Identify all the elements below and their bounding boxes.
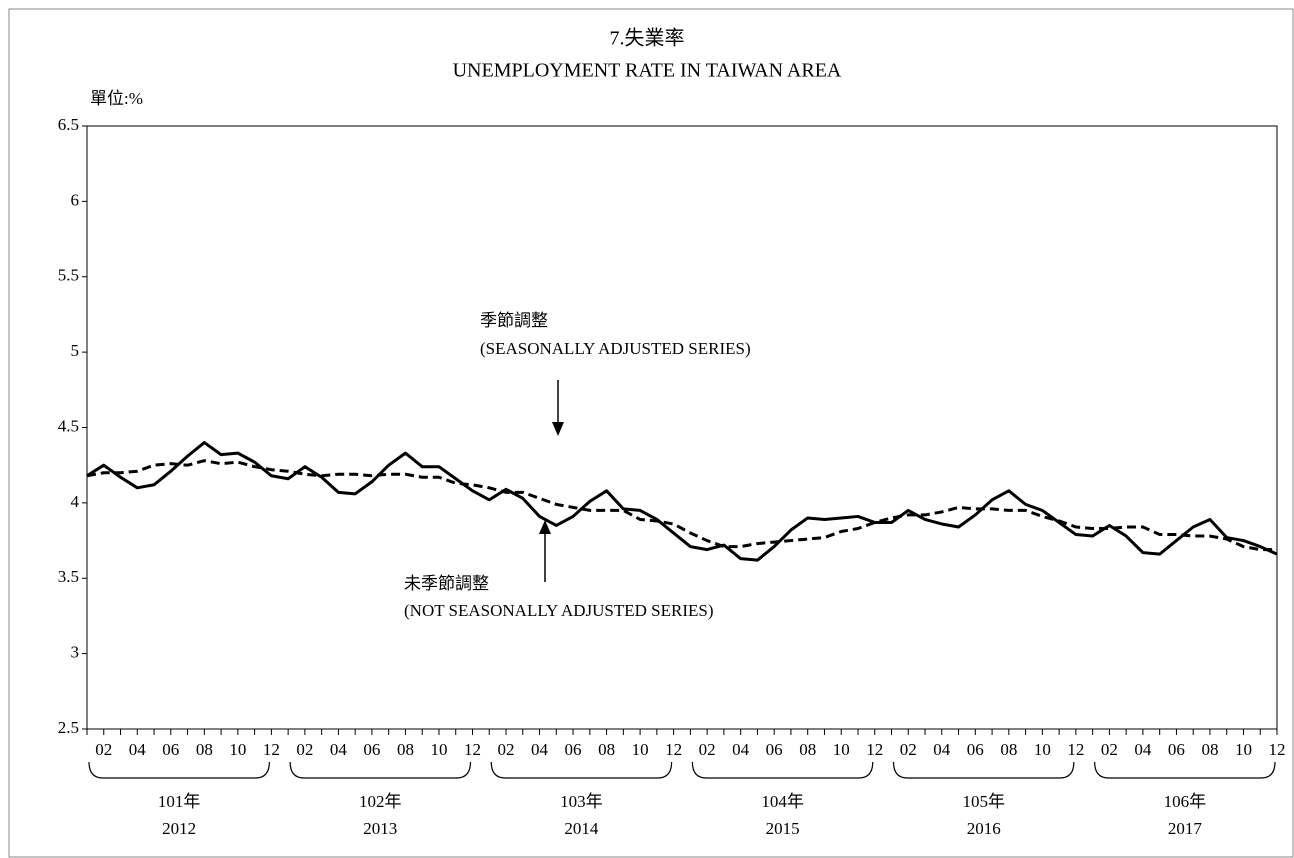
x-tick-label: 08 — [1000, 740, 1017, 759]
unit-label: 單位:% — [90, 89, 143, 108]
annotation: 季節調整 — [480, 311, 548, 330]
x-tick-label: 06 — [766, 740, 783, 759]
y-tick-label: 6 — [71, 190, 80, 209]
x-tick-label: 12 — [263, 740, 280, 759]
annotation: 未季節調整 — [404, 574, 489, 593]
x-tick-label: 12 — [464, 740, 481, 759]
x-tick-label: 08 — [598, 740, 615, 759]
x-tick-label: 08 — [397, 740, 414, 759]
x-tick-label: 08 — [196, 740, 213, 759]
x-tick-label: 10 — [833, 740, 850, 759]
plot-area — [86, 125, 1278, 730]
year-label: 105年 — [962, 792, 1005, 811]
x-tick-label: 02 — [1101, 740, 1118, 759]
x-tick-label: 10 — [430, 740, 447, 759]
y-tick-label: 4.5 — [58, 416, 79, 435]
x-tick-label: 08 — [799, 740, 816, 759]
y-tick-label: 2.5 — [58, 718, 79, 737]
chart-subtitle: UNEMPLOYMENT RATE IN TAIWAN AREA — [453, 60, 842, 82]
x-tick-label: 02 — [498, 740, 515, 759]
year-label: 102年 — [359, 792, 402, 811]
x-tick-label: 06 — [565, 740, 582, 759]
year-label: 2017 — [1168, 819, 1203, 838]
x-tick-label: 04 — [129, 740, 147, 759]
x-tick-label: 04 — [1134, 740, 1152, 759]
annotation: (SEASONALLY ADJUSTED SERIES) — [480, 339, 751, 358]
x-tick-label: 02 — [699, 740, 716, 759]
series-line — [86, 459, 1277, 552]
year-brace — [490, 761, 673, 779]
y-tick-label: 6.5 — [58, 115, 79, 134]
x-tick-label: 12 — [866, 740, 883, 759]
x-tick-label: 12 — [665, 740, 682, 759]
year-brace — [88, 761, 270, 779]
y-tick-label: 4 — [71, 492, 80, 511]
series-line — [86, 441, 1278, 562]
year-label: 104年 — [761, 792, 804, 811]
x-tick-label: 02 — [900, 740, 917, 759]
chart-title: 7.失業率 — [610, 27, 685, 50]
year-label: 101年 — [158, 792, 201, 811]
x-tick-label: 06 — [162, 740, 179, 759]
x-tick-label: 04 — [933, 740, 951, 759]
x-tick-label: 04 — [330, 740, 348, 759]
x-tick-label: 06 — [967, 740, 984, 759]
year-label: 2016 — [967, 819, 1001, 838]
x-tick-label: 06 — [363, 740, 380, 759]
year-label: 106年 — [1164, 792, 1207, 811]
y-tick-label: 3 — [71, 643, 80, 662]
x-tick-label: 04 — [732, 740, 750, 759]
year-brace — [892, 761, 1075, 779]
x-tick-label: 02 — [296, 740, 313, 759]
x-tick-label: 12 — [1067, 740, 1084, 759]
x-tick-label: 04 — [531, 740, 549, 759]
x-tick-label: 06 — [1168, 740, 1185, 759]
arrow-head — [552, 422, 564, 436]
x-tick-label: 10 — [1034, 740, 1051, 759]
x-tick-label: 10 — [632, 740, 649, 759]
year-label: 103年 — [560, 792, 603, 811]
annotation: (NOT SEASONALLY ADJUSTED SERIES) — [404, 601, 714, 620]
y-tick-label: 5.5 — [58, 266, 79, 285]
x-tick-label: 10 — [229, 740, 246, 759]
frame — [8, 8, 1294, 858]
year-label: 2015 — [766, 819, 800, 838]
year-brace — [289, 761, 472, 779]
arrow-head — [539, 520, 551, 534]
x-tick-label: 10 — [1235, 740, 1252, 759]
x-tick-label: 02 — [95, 740, 112, 759]
y-tick-label: 5 — [71, 341, 80, 360]
year-label: 2013 — [363, 819, 397, 838]
y-tick-label: 3.5 — [58, 567, 79, 586]
x-tick-label: 08 — [1201, 740, 1218, 759]
x-tick-label: 12 — [1269, 740, 1286, 759]
year-label: 2012 — [162, 819, 196, 838]
year-brace — [1094, 761, 1276, 779]
year-brace — [691, 761, 874, 779]
year-label: 2014 — [564, 819, 599, 838]
